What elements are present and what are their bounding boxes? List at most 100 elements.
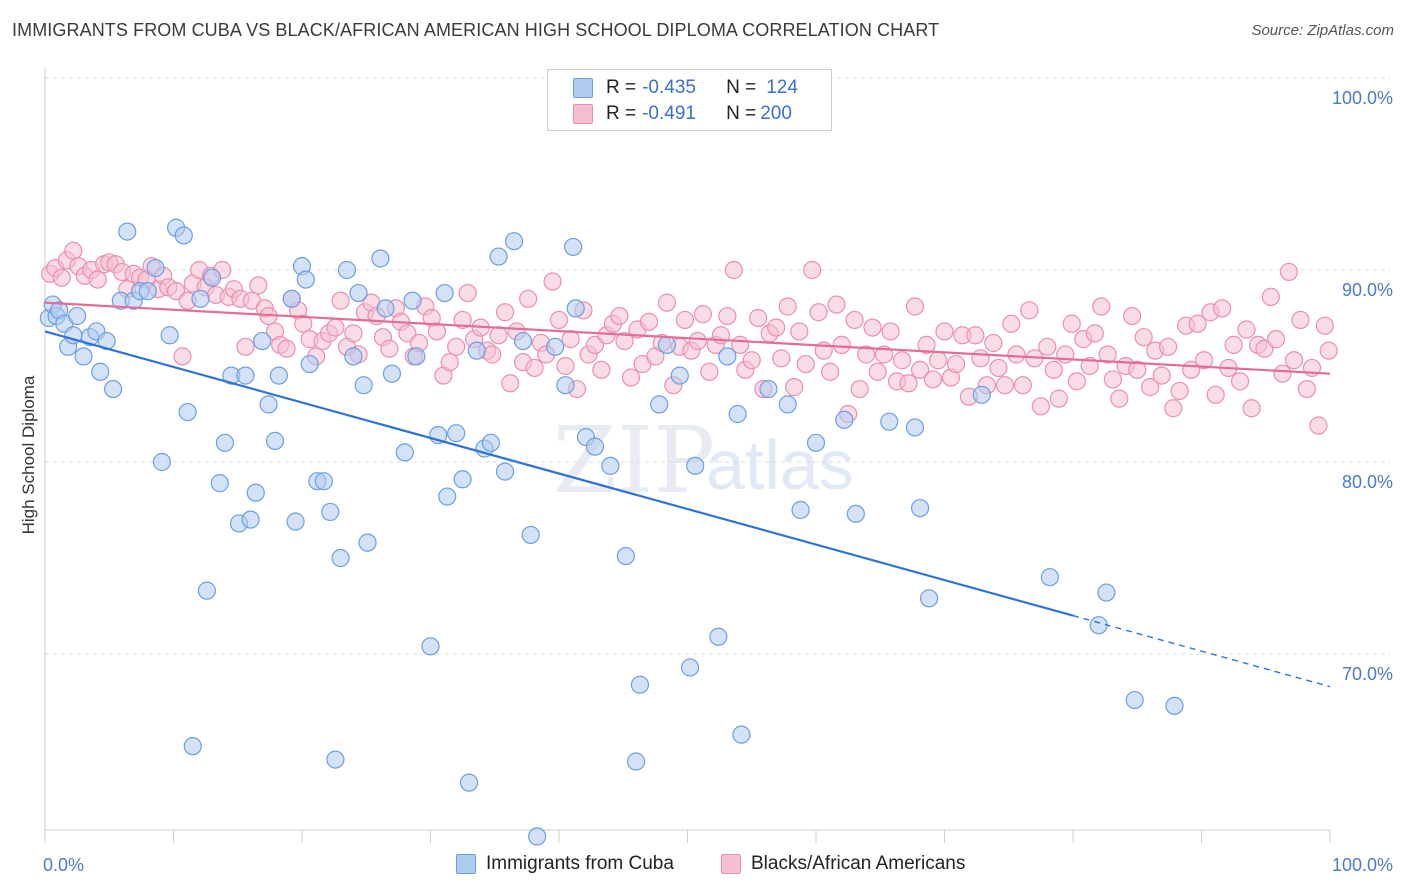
data-point — [358, 533, 377, 552]
data-point — [835, 410, 854, 429]
data-point — [935, 322, 954, 341]
data-point — [1309, 416, 1328, 435]
data-point — [630, 675, 650, 694]
data-point — [585, 437, 605, 456]
data-point — [1319, 341, 1338, 360]
data-point — [174, 226, 193, 245]
data-point — [1230, 372, 1250, 391]
data-point — [259, 395, 278, 414]
data-point — [246, 483, 265, 502]
data-point — [74, 347, 93, 366]
data-point — [759, 379, 778, 399]
trend-line-cuba — [44, 330, 1074, 617]
data-point — [1315, 316, 1334, 335]
data-point — [91, 362, 110, 381]
data-point — [1103, 370, 1122, 389]
data-point — [857, 345, 876, 364]
data-point — [447, 424, 466, 443]
legend-n-label: N = — [726, 77, 757, 98]
y-tick-label: 80.0% — [1342, 472, 1393, 492]
data-point — [688, 331, 707, 351]
data-point — [380, 339, 399, 358]
data-point — [1158, 337, 1178, 356]
data-point — [626, 752, 646, 771]
data-point — [495, 462, 515, 481]
bottom-legend-label: Immigrants from Cuba — [486, 853, 674, 874]
data-point — [1261, 287, 1280, 306]
data-point — [772, 349, 791, 368]
data-point — [1237, 320, 1256, 339]
data-point — [173, 347, 192, 366]
x-tick-label: 0.0% — [43, 855, 84, 875]
data-point — [286, 512, 305, 531]
data-point — [282, 289, 301, 308]
tick-labels: 70.0% 80.0% 90.0% 100.0% 0.0% 100.0% — [43, 88, 1393, 875]
legend-row-cuba: R = -0.435 N = 124 — [573, 75, 798, 101]
data-point — [495, 303, 515, 322]
data-point — [326, 750, 345, 769]
data-point — [984, 333, 1003, 353]
data-point — [1164, 399, 1183, 418]
data-point — [178, 402, 197, 422]
data-point — [197, 581, 217, 600]
data-point — [241, 510, 260, 529]
data-point — [566, 299, 585, 318]
legend-r-label: R = — [606, 77, 637, 98]
data-point — [447, 337, 466, 356]
data-point — [1152, 366, 1171, 385]
data-point — [972, 385, 991, 404]
axes — [44, 68, 1331, 843]
data-point — [1123, 306, 1142, 326]
data-point — [438, 487, 457, 506]
data-point — [1040, 568, 1059, 587]
data-point — [615, 331, 634, 351]
data-point — [1013, 376, 1032, 395]
legend-r-label: R = — [606, 103, 637, 124]
data-point — [742, 351, 761, 370]
data-point — [459, 773, 479, 792]
data-point — [1097, 583, 1116, 602]
data-point — [1085, 324, 1104, 343]
data-point — [724, 260, 743, 280]
data-point — [670, 366, 689, 385]
data-point — [846, 504, 865, 523]
data-point — [481, 433, 500, 452]
watermark-atlas: atlas — [706, 426, 854, 504]
data-point — [910, 360, 930, 379]
data-point — [1110, 389, 1129, 408]
chart-title: IMMIGRANTS FROM CUBA VS BLACK/AFRICAN AM… — [12, 20, 940, 40]
data-point — [657, 293, 677, 312]
data-point — [146, 258, 165, 278]
data-point — [265, 431, 285, 450]
data-point — [1188, 314, 1207, 333]
data-point — [1038, 337, 1057, 356]
data-point — [294, 314, 313, 333]
data-point — [403, 291, 422, 310]
data-point — [1044, 360, 1063, 379]
data-point — [331, 548, 350, 568]
data-point — [1170, 381, 1189, 401]
data-point — [1062, 314, 1081, 333]
data-point — [1224, 335, 1243, 354]
data-point — [905, 418, 925, 437]
data-point — [253, 331, 272, 351]
data-point — [236, 366, 255, 385]
data-point — [354, 376, 373, 395]
trend-lines — [44, 301, 1331, 688]
bottom-legend-swatch-blue — [456, 854, 476, 874]
data-point — [919, 589, 939, 608]
y-tick-label: 90.0% — [1342, 280, 1393, 300]
data-point — [521, 525, 540, 545]
data-point — [718, 347, 737, 366]
data-point — [778, 297, 797, 316]
data-point — [546, 337, 565, 356]
data-point — [881, 322, 900, 341]
data-point — [686, 456, 705, 475]
data-point — [564, 237, 583, 257]
data-point — [138, 282, 157, 301]
bottom-legend-swatch-pink — [721, 854, 741, 874]
data-point — [160, 326, 179, 345]
data-point — [616, 546, 635, 566]
x-tick-label: 100.0% — [1332, 855, 1393, 875]
